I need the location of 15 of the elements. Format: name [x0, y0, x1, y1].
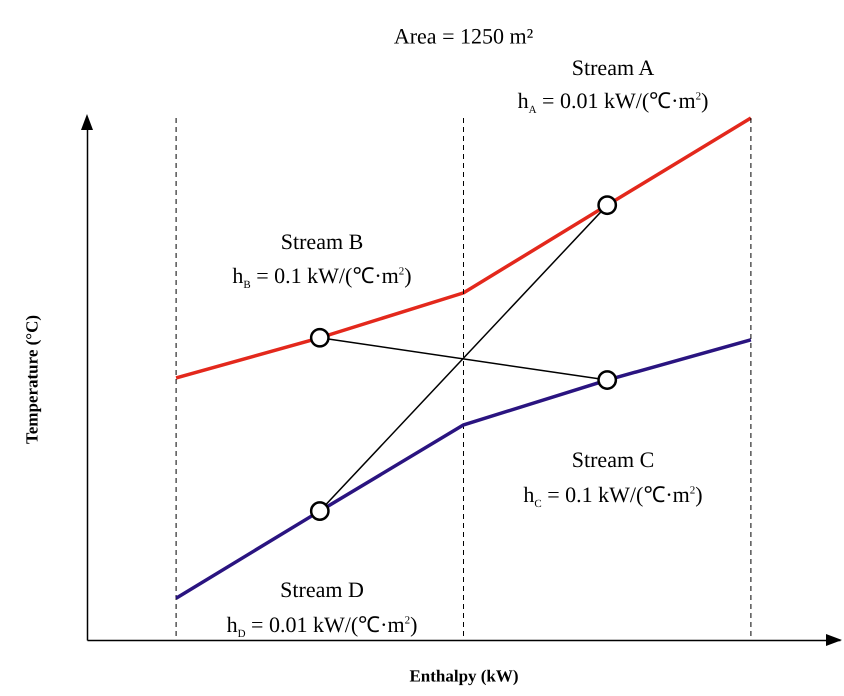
chart-title: Area = 1250 m²: [394, 23, 534, 48]
annotation: Stream C: [572, 447, 654, 473]
y-axis-title: Temperature (°C): [22, 314, 42, 444]
point: [597, 370, 618, 390]
text: h$_{A}$ = 0.01 kW/(℃·m$^{2}$): [518, 86, 708, 116]
annotation: h$_{D}$ = 0.01 kW/(℃·m$^{2}$): [226, 610, 418, 640]
point: [310, 328, 330, 348]
annotation: Stream D: [280, 577, 364, 603]
point: [310, 501, 330, 521]
point: [597, 195, 618, 216]
annotation: h$_{B}$ = 0.1 kW/(℃·m$^{2}$): [232, 262, 412, 292]
annotation: h$_{C}$ = 0.1 kW/(℃·m$^{2}$): [523, 480, 703, 510]
x-axis-title: Enthalpy (kW): [409, 666, 519, 686]
text: Stream A: [572, 55, 654, 81]
annotation: Stream B: [280, 229, 364, 255]
